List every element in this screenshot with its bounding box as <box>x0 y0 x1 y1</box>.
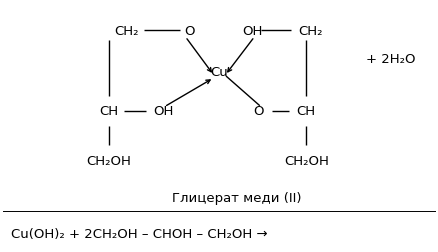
Text: CH₂OH: CH₂OH <box>86 154 131 167</box>
Text: CH₂: CH₂ <box>114 25 138 38</box>
Text: OH: OH <box>241 25 261 38</box>
Text: CH: CH <box>99 105 118 118</box>
Text: CH₂OH: CH₂OH <box>283 154 328 167</box>
Text: Cu(OH)₂ + 2CH₂OH – CHOH – CH₂OH →: Cu(OH)₂ + 2CH₂OH – CHOH – CH₂OH → <box>11 227 268 240</box>
Text: Cu: Cu <box>210 65 228 78</box>
Text: OH: OH <box>152 105 173 118</box>
Text: O: O <box>253 105 263 118</box>
Text: Глицерат меди (II): Глицерат меди (II) <box>172 191 301 204</box>
Text: + 2H₂O: + 2H₂O <box>365 53 414 66</box>
Text: CH₂: CH₂ <box>297 25 322 38</box>
Text: O: O <box>184 25 194 38</box>
Text: CH: CH <box>296 105 315 118</box>
